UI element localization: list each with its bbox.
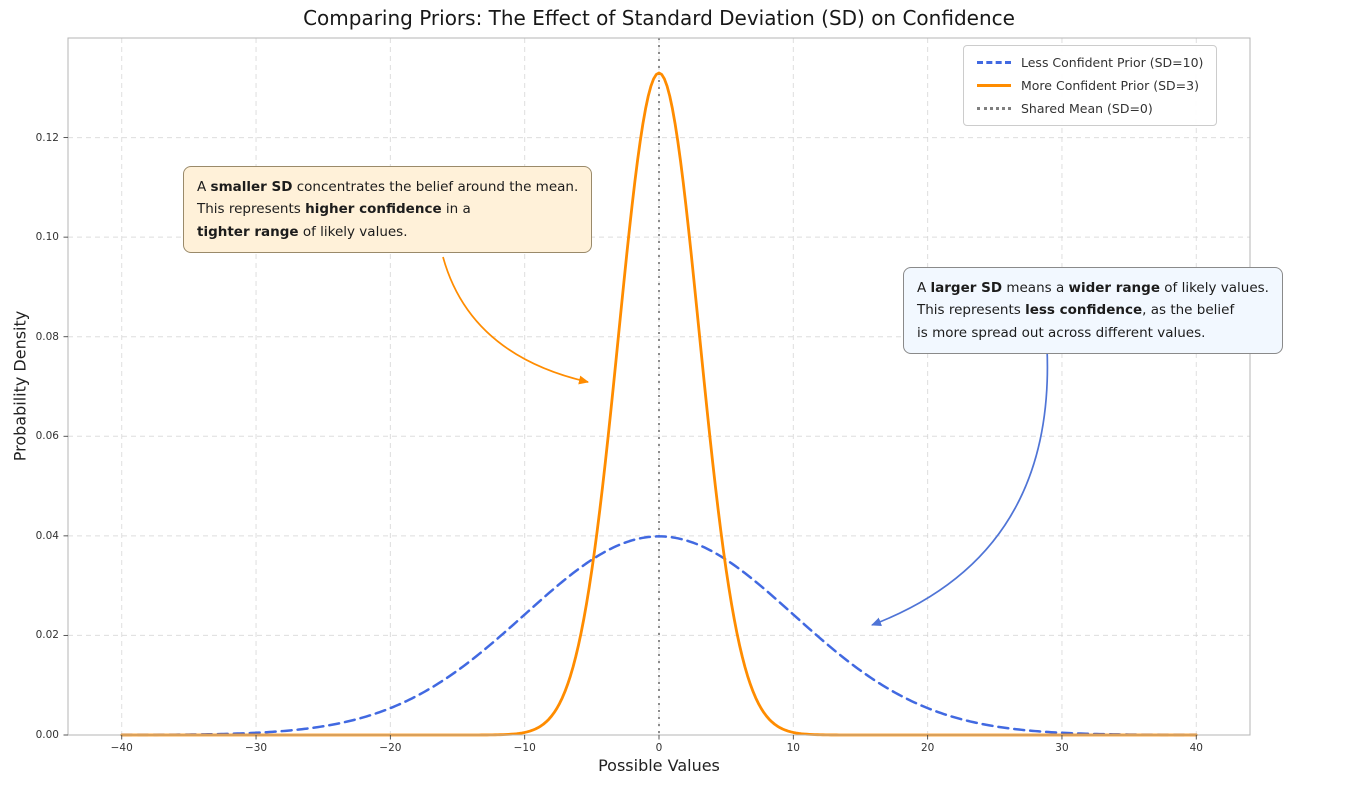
solid-line-sample-icon xyxy=(977,84,1011,87)
annotation-text-segment: tighter range xyxy=(197,223,299,240)
x-axis-label: Possible Values xyxy=(598,756,720,775)
y-tick-label: 0.12 xyxy=(35,131,59,144)
annotation-text-segment: larger SD xyxy=(930,280,1003,296)
annotation-text-segment: of likely values. xyxy=(1160,280,1269,296)
annotation-text-line: This represents higher confidence in a xyxy=(197,198,578,220)
annotation-text-segment: wider range xyxy=(1068,280,1160,296)
legend-item-shared-mean: Shared Mean (SD=0) xyxy=(977,101,1203,116)
y-axis-label: Probability Density xyxy=(10,310,30,462)
legend-label: Less Confident Prior (SD=10) xyxy=(1021,55,1204,70)
annotation-text-segment: concentrates the belief around the mean. xyxy=(292,179,579,195)
x-tick-label: 40 xyxy=(1189,742,1203,754)
annotation-text-segment: This represents xyxy=(917,302,1026,319)
annotation-text-segment: of likely values. xyxy=(298,223,408,240)
y-tick-label: 0.10 xyxy=(35,231,59,244)
x-tick-label: 20 xyxy=(920,742,935,754)
legend-label: More Confident Prior (SD=3) xyxy=(1021,78,1199,93)
x-tick-label: 0 xyxy=(655,742,663,754)
annotation-text-segment: , as the belief xyxy=(1142,302,1235,319)
annotation-text-line: tighter range of likely values. xyxy=(197,221,578,243)
x-tick-label: −20 xyxy=(379,742,402,754)
y-tick-label: 0.08 xyxy=(35,330,59,343)
annotation-larger-sd: A larger SD means a wider range of likel… xyxy=(903,267,1283,354)
annotation-text-segment: less confidence xyxy=(1025,302,1143,319)
annotation-text-segment: is more spread out across different valu… xyxy=(917,324,1206,341)
legend-label: Shared Mean (SD=0) xyxy=(1021,101,1153,116)
annotation-text-segment: A xyxy=(917,280,931,296)
y-tick-label: 0.06 xyxy=(35,430,59,443)
annotation-text-line: A smaller SD concentrates the belief aro… xyxy=(197,176,578,198)
y-tick-label: 0.00 xyxy=(35,729,59,741)
y-tick-label: 0.04 xyxy=(35,529,59,542)
x-tick-label: −10 xyxy=(513,742,536,754)
annotation-text-segment: A xyxy=(197,179,211,195)
x-tick-label: −30 xyxy=(244,742,268,754)
annotation-text-segment: smaller SD xyxy=(210,179,293,195)
dotted-line-sample-icon xyxy=(977,107,1011,110)
annotation-text-segment: in a xyxy=(441,201,471,218)
annotation-text-segment: means a xyxy=(1002,280,1069,296)
x-tick-label: 10 xyxy=(786,742,800,754)
y-tick-label: 0.02 xyxy=(35,629,59,642)
annotation-smaller-sd: A smaller SD concentrates the belief aro… xyxy=(183,166,593,253)
legend-item-less-confident-prior: Less Confident Prior (SD=10) xyxy=(977,55,1203,70)
legend-item-more-confident-prior: More Confident Prior (SD=3) xyxy=(977,78,1203,93)
x-tick-label: 30 xyxy=(1055,742,1069,754)
annotation-text-line: A larger SD means a wider range of likel… xyxy=(917,277,1269,299)
annotation-text-segment: higher confidence xyxy=(305,201,442,218)
dashed-line-sample-icon xyxy=(977,61,1011,64)
legend: Less Confident Prior (SD=10) More Confid… xyxy=(963,45,1218,126)
annotation-text-line: is more spread out across different valu… xyxy=(917,322,1269,344)
annotation-text-segment: This represents xyxy=(197,201,306,218)
x-tick-label: −40 xyxy=(110,742,133,754)
annotation-text-line: This represents less confidence, as the … xyxy=(917,299,1269,321)
chart-title: Comparing Priors: The Effect of Standard… xyxy=(303,6,1015,30)
